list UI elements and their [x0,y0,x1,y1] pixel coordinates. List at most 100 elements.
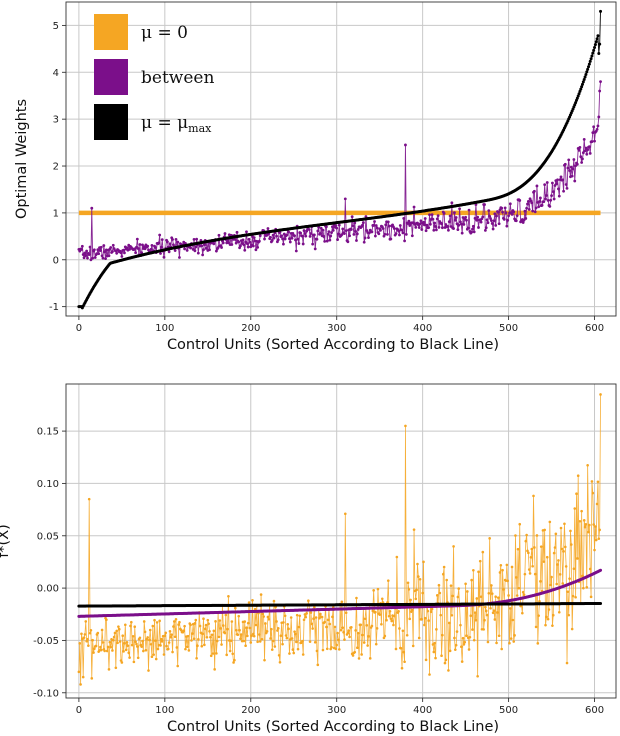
data-point [261,612,265,616]
data-point [192,237,196,241]
data-point [344,229,348,233]
data-point [314,616,318,619]
data-point [423,217,427,220]
data-point [370,230,374,234]
data-point [101,256,105,260]
data-point [380,623,383,626]
data-point [563,522,566,526]
data-point [557,610,561,614]
data-point [404,233,408,236]
data-point [158,619,161,623]
data-point [423,623,426,627]
data-point [127,651,131,655]
data-point [466,226,470,230]
data-point [392,227,396,230]
y-tick-label: 0.10 [37,479,59,490]
data-point [346,240,350,244]
data-point [125,640,129,644]
data-point [570,543,573,546]
data-point [483,228,487,232]
data-point [493,212,497,216]
data-point [297,625,301,629]
data-point [305,612,308,615]
data-point [108,640,112,644]
data-point [204,623,208,627]
data-point [277,653,281,657]
data-point [458,207,461,211]
data-point [473,611,477,614]
data-point [528,572,532,575]
data-point [488,214,492,218]
data-point [590,140,594,143]
data-point [449,584,453,587]
data-point [533,572,537,576]
data-point [148,628,152,632]
data-point [434,228,438,232]
x-tick-label: 400 [413,705,432,716]
data-point [594,525,597,528]
data-point [585,586,589,589]
data-point [252,632,255,636]
data-point [172,625,175,628]
data-point [362,641,366,644]
data-point [143,630,147,634]
data-point [337,223,341,227]
data-point [523,209,527,213]
data-point [494,224,498,227]
data-point [437,225,441,229]
data-point [226,239,229,242]
data-point [378,613,381,616]
data-point [239,244,242,248]
legend-label: μ = 0 [141,23,188,43]
data-point [80,248,83,251]
data-point [254,623,258,627]
data-point [527,551,530,555]
data-point [159,644,162,647]
data-point [91,638,94,642]
data-point [587,62,591,66]
data-point [119,659,123,662]
data-point [218,619,222,622]
data-point [281,642,284,646]
data-point [521,611,524,615]
data-point [193,622,197,625]
data-point [365,624,369,627]
data-point [548,520,552,524]
data-point [567,613,571,617]
data-point [537,614,540,617]
data-point [494,595,497,599]
data-point [460,660,464,663]
data-point [225,653,228,657]
data-point [459,222,463,226]
data-point [545,615,548,619]
data-point [478,559,482,563]
data-point [421,591,424,595]
data-point [582,586,585,590]
data-point [101,641,105,644]
data-point [475,597,479,600]
data-point [583,149,587,153]
data-point [461,636,465,640]
data-point [530,201,534,205]
data-point [165,644,168,648]
data-point [463,640,467,644]
x-tick-label: 100 [155,705,174,716]
data-point [230,620,234,623]
data-point [276,627,280,630]
data-point [363,617,367,621]
data-point [411,644,415,648]
data-point [128,248,131,251]
data-point [142,620,146,623]
data-point [302,618,306,622]
data-point [89,628,93,632]
data-point [144,648,148,652]
data-point [311,627,314,630]
y-tick-label: 3 [53,115,59,126]
data-point [559,526,563,530]
data-point [551,624,554,627]
data-point [399,646,403,650]
data-point [384,223,388,227]
data-point [444,658,448,662]
data-point [78,642,82,645]
data-point [418,222,422,226]
